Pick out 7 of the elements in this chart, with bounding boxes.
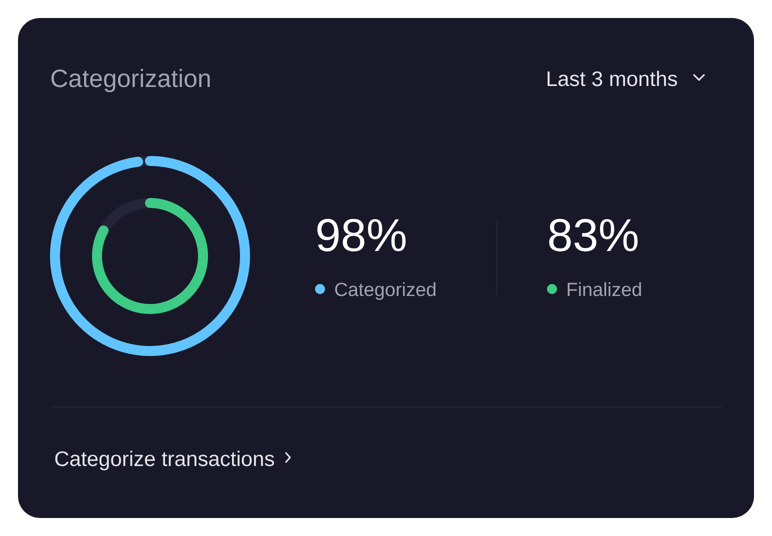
category-label: Categorized: [335, 282, 436, 300]
text: Categorize transactions: [55, 450, 274, 470]
data-label: 83%: [549, 218, 638, 252]
text: Categorization: [51, 68, 210, 92]
data-label: 98%: [317, 218, 406, 252]
category-label: Finalized: [568, 282, 641, 296]
text: Last 3 months: [548, 70, 678, 86]
